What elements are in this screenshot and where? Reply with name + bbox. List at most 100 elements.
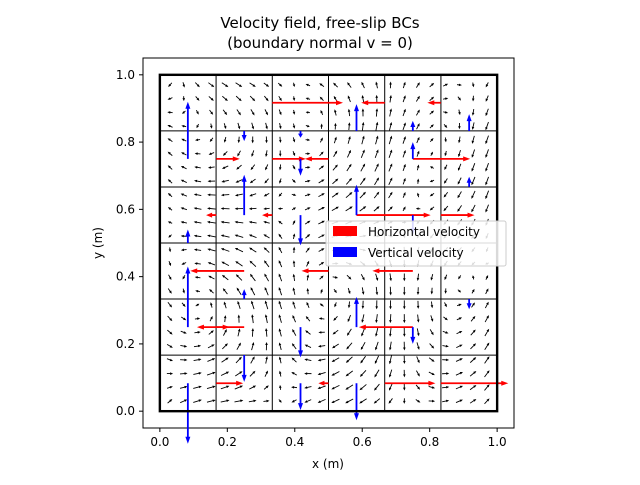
velocity-arrow	[470, 329, 476, 336]
velocity-arrow	[194, 179, 202, 183]
velocity-arrow	[207, 220, 216, 224]
y-tick-label: 0.2	[116, 337, 135, 351]
velocity-arrow	[207, 262, 216, 266]
velocity-arrow	[207, 234, 216, 238]
horizontal-velocity-arrow	[440, 380, 509, 386]
velocity-arrow	[333, 95, 338, 102]
velocity-arrow	[402, 192, 406, 198]
velocity-arrow	[209, 289, 214, 294]
velocity-arrow	[263, 221, 270, 224]
velocity-arrow	[402, 136, 406, 144]
velocity-arrow	[416, 192, 420, 198]
velocity-arrow	[249, 95, 256, 102]
velocity-arrow	[207, 358, 216, 362]
velocity-arrow	[194, 166, 201, 169]
velocity-arrow	[277, 207, 283, 210]
velocity-arrow	[402, 206, 406, 212]
velocity-arrow	[416, 136, 420, 144]
velocity-arrow	[220, 207, 230, 210]
velocity-arrow	[456, 317, 463, 321]
velocity-arrow	[331, 398, 340, 404]
velocity-arrow	[444, 274, 448, 281]
velocity-arrow	[210, 302, 213, 308]
velocity-arrow	[484, 328, 490, 337]
velocity-arrow	[207, 248, 216, 252]
velocity-arrow	[196, 123, 199, 129]
velocity-arrow	[430, 151, 433, 156]
velocity-arrow	[456, 303, 462, 307]
velocity-arrow	[237, 328, 241, 337]
velocity-arrow	[292, 273, 296, 282]
velocity-arrow	[373, 206, 380, 212]
velocity-arrow	[471, 190, 476, 199]
velocity-arrow	[292, 82, 296, 88]
velocity-arrow	[222, 343, 228, 350]
velocity-arrow	[195, 303, 200, 307]
velocity-arrow	[429, 166, 434, 169]
velocity-arrow	[181, 138, 187, 142]
velocity-arrow	[263, 207, 270, 210]
velocity-arrow	[442, 330, 449, 334]
velocity-arrow	[305, 166, 311, 169]
velocity-arrow	[291, 193, 297, 197]
velocity-arrow	[206, 399, 216, 403]
velocity-arrow	[292, 151, 296, 157]
legend: Horizontal velocity Vertical velocity	[325, 220, 507, 267]
velocity-arrow	[195, 96, 200, 101]
horizontal-velocity-arrow	[427, 100, 441, 106]
velocity-arrow	[471, 204, 476, 213]
velocity-arrow	[264, 273, 270, 282]
velocity-arrow	[207, 344, 215, 349]
velocity-arrow	[291, 207, 297, 211]
velocity-arrow	[471, 95, 475, 102]
velocity-arrow	[484, 398, 490, 405]
velocity-arrow	[403, 398, 406, 404]
velocity-arrow	[263, 192, 270, 197]
velocity-arrow	[221, 357, 229, 363]
velocity-arrow	[347, 287, 351, 295]
y-tick-label: 1.0	[116, 68, 135, 82]
velocity-arrow	[375, 300, 379, 310]
velocity-arrow	[222, 288, 228, 295]
velocity-arrow	[416, 356, 420, 364]
velocity-arrow	[359, 191, 366, 199]
velocity-arrow	[306, 287, 310, 295]
velocity-arrow	[361, 81, 365, 89]
velocity-arrow	[180, 330, 187, 334]
velocity-arrow	[278, 246, 283, 254]
velocity-arrow	[193, 358, 202, 361]
horizontal-velocity-arrow	[412, 156, 471, 162]
velocity-arrow	[444, 150, 447, 157]
velocity-arrow	[278, 164, 282, 171]
velocity-arrow	[236, 109, 241, 116]
velocity-arrow	[471, 176, 476, 186]
velocity-arrow	[220, 399, 230, 403]
velocity-arrow	[193, 220, 202, 224]
velocity-arrow	[318, 165, 325, 170]
velocity-arrow	[389, 327, 392, 337]
velocity-arrow	[166, 386, 173, 389]
velocity-arrow	[179, 385, 188, 389]
velocity-arrow	[319, 83, 325, 87]
velocity-arrow	[388, 177, 393, 185]
velocity-arrow	[457, 191, 462, 199]
horizontal-velocity-arrow	[318, 380, 329, 386]
velocity-arrow	[265, 328, 268, 337]
velocity-arrow	[332, 343, 339, 349]
velocity-arrow	[319, 275, 324, 280]
x-tick-label: 0.4	[285, 435, 304, 449]
velocity-arrow	[429, 329, 434, 336]
velocity-arrow	[403, 341, 406, 351]
velocity-arrow	[443, 111, 449, 114]
velocity-arrow	[220, 385, 230, 390]
velocity-arrow	[415, 399, 421, 403]
velocity-arrow	[208, 82, 215, 88]
velocity-arrow	[234, 220, 244, 224]
velocity-arrow	[263, 399, 270, 403]
velocity-arrow	[442, 399, 450, 403]
velocity-arrow	[360, 163, 366, 172]
velocity-arrow	[471, 163, 476, 172]
velocity-arrow	[443, 191, 449, 198]
velocity-arrow	[278, 136, 282, 144]
velocity-arrow	[237, 136, 241, 144]
